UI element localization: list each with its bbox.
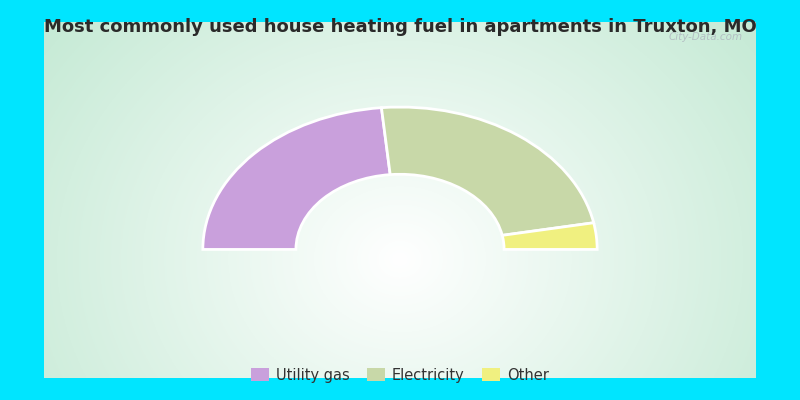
- Text: City-Data.com: City-Data.com: [668, 32, 742, 42]
- Text: Most commonly used house heating fuel in apartments in Truxton, MO: Most commonly used house heating fuel in…: [44, 18, 756, 36]
- Legend: Utility gas, Electricity, Other: Utility gas, Electricity, Other: [246, 362, 554, 388]
- Wedge shape: [502, 223, 597, 250]
- Wedge shape: [382, 107, 594, 235]
- Wedge shape: [203, 108, 390, 250]
